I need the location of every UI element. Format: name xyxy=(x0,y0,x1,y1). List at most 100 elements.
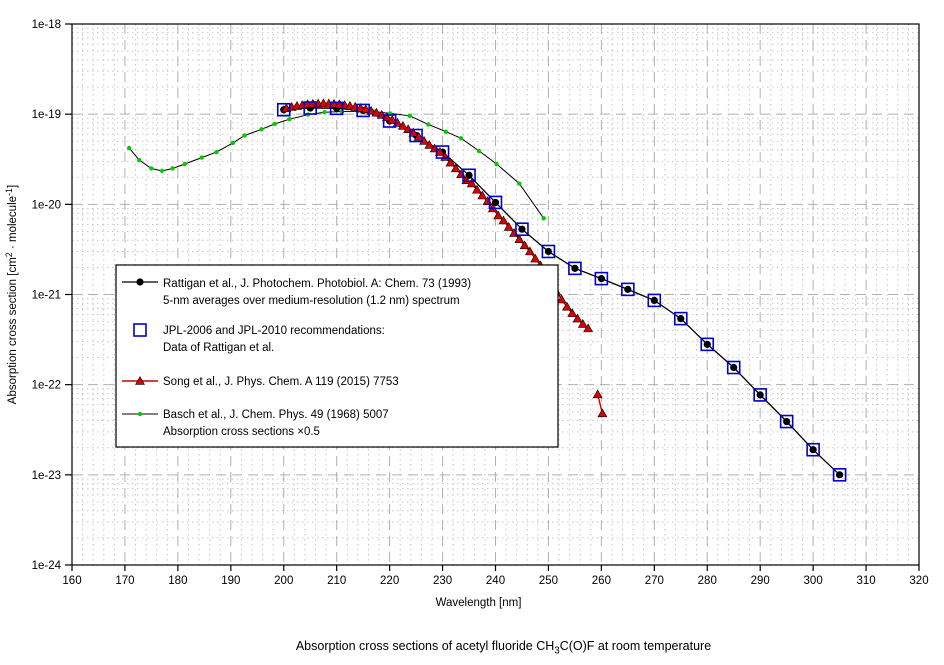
chart-element: Absorption cross sections of acetyl fluo… xyxy=(296,639,554,653)
axis-ticks xyxy=(65,23,920,571)
y-tick-label: 1e-24 xyxy=(32,560,62,572)
x-tick-label: 320 xyxy=(909,575,928,587)
jpl-point xyxy=(806,442,820,457)
basch-point xyxy=(137,157,142,163)
song-point xyxy=(472,184,482,194)
legend-text: JPL-2006 and JPL-2010 recommendations: xyxy=(163,325,385,337)
song-point xyxy=(477,190,488,200)
x-tick-label: 260 xyxy=(592,575,611,587)
y-tick-label: 1e-21 xyxy=(32,290,61,302)
legend-square-marker xyxy=(133,323,147,337)
song-point xyxy=(408,127,419,137)
x-tick-label: 200 xyxy=(274,575,293,587)
rattigan-point xyxy=(571,264,579,272)
x-tick-label: 280 xyxy=(698,575,717,587)
x-tick-label: 210 xyxy=(327,575,346,587)
chart-element: 3 xyxy=(554,646,559,657)
jpl-point xyxy=(594,271,609,286)
chart-element: Absorption cross section [cm xyxy=(7,257,19,404)
basch-point xyxy=(242,133,247,138)
chart-element: C(O)F at room temperature xyxy=(560,639,711,653)
song-point xyxy=(524,246,535,256)
basch-point xyxy=(322,110,327,115)
y-axis-label: Absorption cross section [cm2​ · molecul… xyxy=(4,185,19,404)
jpl-point xyxy=(621,282,635,297)
legend-circle-marker xyxy=(136,278,144,286)
basch-point xyxy=(426,122,431,127)
x-tick-label: 160 xyxy=(62,575,81,587)
legend-box xyxy=(115,264,559,448)
rattigan-point xyxy=(544,247,553,256)
rattigan-point xyxy=(783,417,791,426)
song-point xyxy=(355,103,366,112)
jpl-point xyxy=(779,414,794,429)
song-point xyxy=(450,163,461,173)
legend-triangle-marker xyxy=(135,375,145,385)
rattigan-point xyxy=(730,363,738,372)
x-axis-label: Wavelength [nm] xyxy=(436,597,522,609)
y-tick-label: 1e-20 xyxy=(32,199,61,211)
chart-element: -1 xyxy=(4,188,14,196)
jpl-point xyxy=(382,114,397,128)
x-tick-label: 310 xyxy=(856,575,875,587)
basch-point xyxy=(494,161,499,167)
legend-text: Absorption cross sections ×0.5 xyxy=(163,426,320,438)
jpl-point xyxy=(673,311,688,326)
rattigan-point xyxy=(624,285,632,293)
song-point xyxy=(360,104,371,114)
x-tick-label: 270 xyxy=(645,575,664,587)
jpl-point xyxy=(647,293,662,308)
song-point xyxy=(371,107,382,117)
song-point xyxy=(556,294,567,304)
rattigan-point xyxy=(677,315,685,323)
song-point xyxy=(493,210,504,220)
basch-point xyxy=(199,155,204,160)
chart-element: ] xyxy=(7,185,19,188)
basch-point xyxy=(126,145,132,151)
jpl-point xyxy=(409,128,423,143)
rattigan-point xyxy=(756,391,764,399)
song-point xyxy=(382,112,392,122)
x-tick-label: 170 xyxy=(115,575,134,587)
song-point xyxy=(387,115,398,124)
rattigan-point xyxy=(650,296,658,305)
jpl-point xyxy=(515,222,529,236)
basch-point xyxy=(517,181,522,186)
chart-title: Absorption cross sections of acetyl fluo… xyxy=(296,639,711,657)
jpl-point xyxy=(832,468,847,482)
rattigan-point xyxy=(835,471,844,479)
song-point xyxy=(397,120,408,130)
song-point xyxy=(562,301,572,311)
series-jpl xyxy=(276,101,847,482)
basch-point xyxy=(259,127,264,132)
song-point xyxy=(503,222,514,231)
song-point xyxy=(498,215,509,225)
chart-element: · molecule xyxy=(7,196,19,252)
jpl-point xyxy=(700,337,715,352)
song-point xyxy=(435,147,445,156)
y-tick-label: 1e-23 xyxy=(32,470,61,482)
legend-text: 5-nm averages over medium-resolution (1.… xyxy=(163,295,460,307)
basch-point xyxy=(230,140,236,146)
legend-dot-marker xyxy=(137,411,143,417)
rattigan-point xyxy=(809,446,817,454)
x-tick-label: 300 xyxy=(804,575,823,587)
legend-text: Rattigan et al., J. Photochem. Photobiol… xyxy=(163,278,471,290)
basch-point xyxy=(287,116,292,122)
jpl-point xyxy=(488,195,503,210)
song-point xyxy=(514,234,525,243)
song-point xyxy=(445,157,456,167)
basch-point xyxy=(541,216,546,221)
tick-labels: 160 170 180 190 200 210 220 230 240 250 260 270 280 2… xyxy=(32,19,929,587)
basch-point xyxy=(170,166,175,171)
song-point xyxy=(519,240,530,250)
song-point xyxy=(567,308,578,317)
y-tick-label: 1e-18 xyxy=(32,19,61,31)
song-point xyxy=(592,389,603,399)
song-point xyxy=(577,319,588,328)
x-tick-label: 180 xyxy=(168,575,187,587)
jpl-point xyxy=(329,101,344,116)
legend-text: Data of Rattigan et al. xyxy=(163,342,274,354)
